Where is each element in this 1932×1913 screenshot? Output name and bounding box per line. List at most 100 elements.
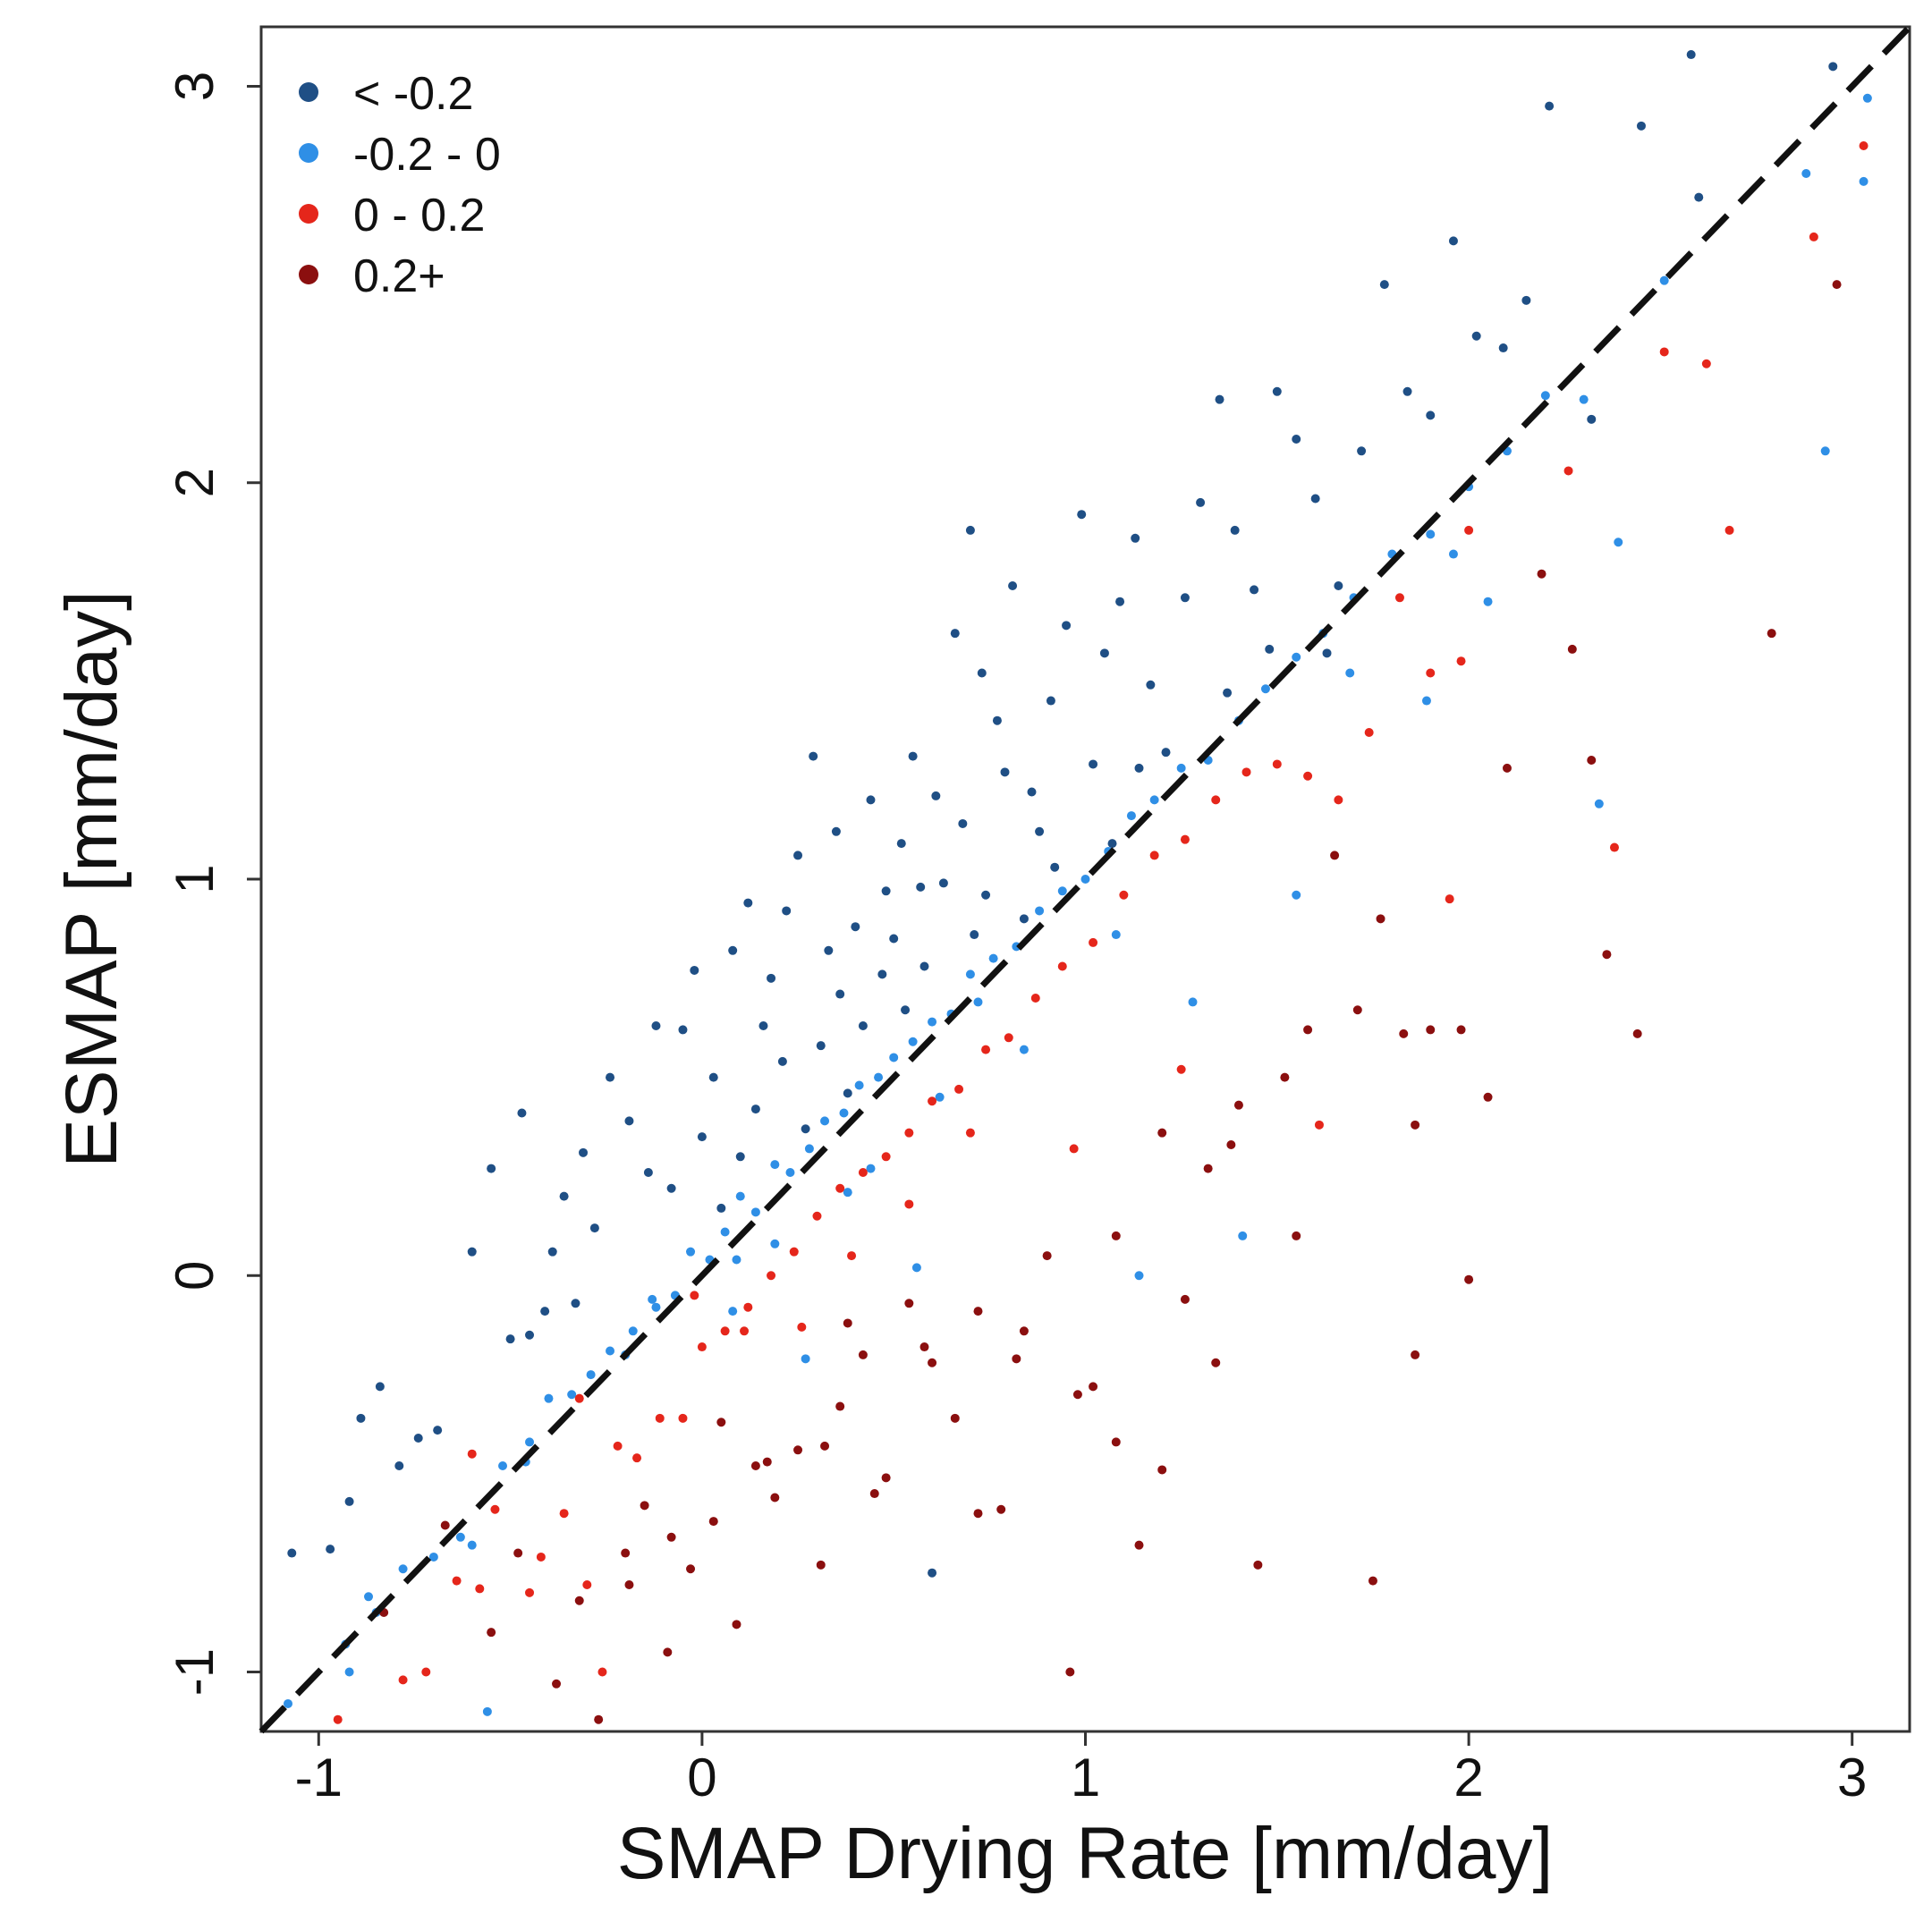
data-point <box>1265 644 1275 654</box>
y-axis-title: ESMAP [mm/day] <box>51 590 132 1168</box>
data-point <box>843 1188 852 1198</box>
data-point <box>804 1144 814 1154</box>
data-point <box>467 1449 477 1459</box>
data-point <box>1334 580 1343 590</box>
data-point <box>762 1457 772 1467</box>
data-point <box>287 1548 297 1558</box>
data-point <box>1659 347 1669 357</box>
data-point <box>1111 930 1121 940</box>
data-point <box>1226 1139 1236 1149</box>
data-point <box>928 1568 937 1578</box>
data-point <box>1521 295 1531 305</box>
data-point <box>1215 394 1224 404</box>
data-point <box>1019 1326 1029 1336</box>
data-point <box>1057 886 1067 896</box>
data-point <box>812 1211 822 1221</box>
data-point <box>1859 140 1868 150</box>
data-point <box>881 886 891 896</box>
data-point <box>567 1390 577 1400</box>
data-point <box>525 1587 535 1597</box>
data-point <box>1134 763 1144 773</box>
data-point <box>643 1168 653 1178</box>
data-point <box>1303 771 1313 781</box>
data-point <box>1042 1251 1052 1261</box>
data-point <box>1119 890 1129 900</box>
data-point <box>904 1128 914 1138</box>
data-point <box>1483 1092 1493 1102</box>
data-point <box>1230 525 1240 535</box>
legend-label: -0.2 - 0 <box>353 129 501 181</box>
data-point <box>1364 727 1374 737</box>
x-tick-label: 2 <box>1453 1748 1483 1807</box>
data-point <box>1632 1028 1642 1038</box>
data-point <box>517 1108 527 1118</box>
data-point <box>797 1322 807 1332</box>
data-point <box>1426 529 1436 539</box>
data-point <box>690 965 699 975</box>
data-point <box>965 525 975 535</box>
data-point <box>1012 1354 1021 1364</box>
data-point <box>1035 906 1045 916</box>
x-tick-label: 0 <box>687 1748 716 1807</box>
data-point <box>1126 811 1136 821</box>
data-point <box>697 1342 707 1352</box>
x-tick-label: -1 <box>295 1748 343 1807</box>
data-point <box>428 1552 438 1562</box>
data-point <box>1694 192 1704 202</box>
axis-ticks: -1 0 1 2 3 -1 0 1 2 3 <box>165 72 1867 1807</box>
series-4 <box>379 280 1842 1724</box>
data-point <box>728 945 738 955</box>
data-point <box>594 1714 604 1724</box>
data-point <box>1563 466 1573 476</box>
data-point <box>1065 1667 1075 1677</box>
data-point <box>889 934 899 944</box>
data-point <box>513 1548 523 1558</box>
data-point <box>482 1706 492 1716</box>
data-point <box>1115 597 1125 606</box>
data-point <box>843 1088 852 1098</box>
data-point <box>498 1461 508 1471</box>
data-point <box>582 1579 592 1589</box>
data-point <box>981 1045 991 1054</box>
data-point <box>574 1393 584 1403</box>
data-point <box>586 1370 596 1380</box>
data-point <box>919 1342 929 1352</box>
legend: < -0.2 -0.2 - 0 0 - 0.2 0.2+ <box>299 68 501 302</box>
data-point <box>732 1620 741 1629</box>
series-1 <box>287 50 1838 1578</box>
data-point <box>720 1326 730 1336</box>
data-point <box>1411 1120 1420 1130</box>
data-point <box>375 1382 385 1392</box>
data-point <box>1035 826 1045 836</box>
data-point <box>344 1667 354 1677</box>
data-point <box>801 1354 810 1364</box>
data-point <box>525 1330 535 1340</box>
data-point <box>1238 1231 1248 1240</box>
data-point <box>928 1096 937 1106</box>
data-point <box>770 1493 780 1502</box>
data-point <box>1609 842 1619 852</box>
data-point <box>767 973 776 983</box>
data-point <box>716 1418 726 1427</box>
data-point <box>559 1509 569 1519</box>
data-point <box>1545 101 1555 111</box>
data-point <box>433 1426 443 1435</box>
data-point <box>678 1025 688 1035</box>
data-point <box>1587 414 1597 424</box>
data-point <box>394 1461 404 1471</box>
legend-marker <box>299 82 318 102</box>
data-point <box>1614 538 1623 547</box>
data-point <box>413 1433 423 1443</box>
data-point <box>1330 851 1340 860</box>
data-point <box>648 1294 657 1304</box>
data-point <box>904 1299 914 1308</box>
data-point <box>981 890 991 900</box>
data-point <box>919 961 929 971</box>
data-point <box>1828 62 1838 72</box>
data-point <box>901 1005 911 1015</box>
data-point <box>1000 767 1010 777</box>
data-point <box>1211 795 1221 805</box>
data-point <box>1464 525 1474 535</box>
data-point <box>843 1318 852 1328</box>
data-point <box>1211 1358 1221 1367</box>
